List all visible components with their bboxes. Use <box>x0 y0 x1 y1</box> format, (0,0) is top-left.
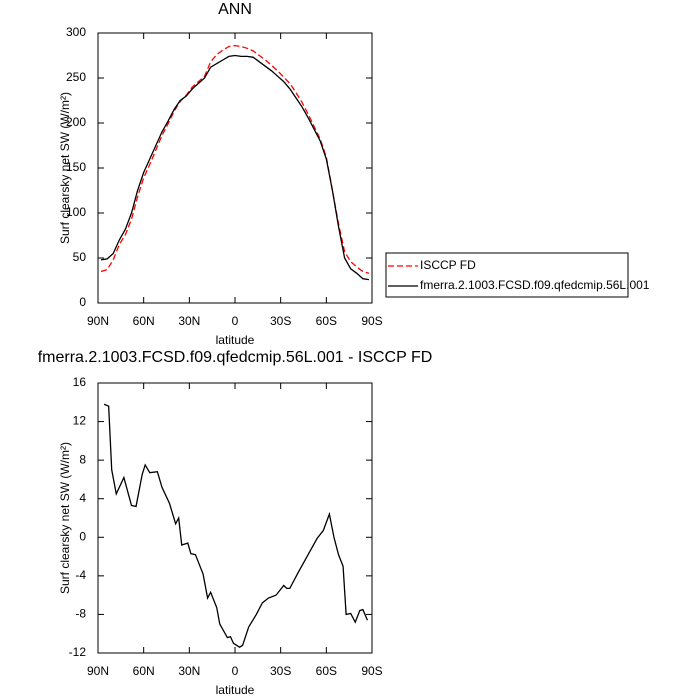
y-axis-label: Surf clearsky net SW (W/m²) <box>58 442 72 594</box>
x-tick-label: 90N <box>87 664 109 678</box>
chart-title: ANN <box>218 1 252 18</box>
data-line <box>100 54 370 281</box>
y-tick-label: 0 <box>79 295 86 309</box>
x-tick-label: 30N <box>178 664 200 678</box>
y-tick-label: 8 <box>79 452 86 466</box>
y-tick-label: 300 <box>66 25 86 39</box>
y-tick-label: 12 <box>73 414 87 428</box>
x-tick-label: 90S <box>361 664 382 678</box>
x-tick-label: 0 <box>232 314 239 328</box>
legend-label: fmerra.2.1003.FCSD.f09.qfedcmip.56L.001 <box>420 278 650 292</box>
y-tick-label: -12 <box>69 645 87 659</box>
y-tick-label: 100 <box>66 205 86 219</box>
x-axis-label: latitude <box>216 683 255 697</box>
y-tick-label: 200 <box>66 115 86 129</box>
y-tick-label: 16 <box>73 375 87 389</box>
x-tick-label: 90N <box>87 314 109 328</box>
x-tick-label: 60S <box>316 664 337 678</box>
y-tick-label: 50 <box>73 250 87 264</box>
plot-frame <box>97 32 373 304</box>
x-tick-label: 60N <box>133 664 155 678</box>
y-tick-label: 4 <box>79 491 86 505</box>
legend-box <box>385 252 629 298</box>
y-tick-label: 250 <box>66 70 86 84</box>
y-tick-label: 150 <box>66 160 86 174</box>
y-tick-label: 0 <box>79 529 86 543</box>
data-line <box>103 403 369 648</box>
x-tick-label: 90S <box>361 314 382 328</box>
x-tick-label: 30N <box>178 314 200 328</box>
chart-title: fmerra.2.1003.FCSD.f09.qfedcmip.56L.001 … <box>38 349 433 366</box>
data-line <box>100 44 370 274</box>
legend-label: ISCCP FD <box>420 258 476 272</box>
x-axis-label: latitude <box>216 333 255 347</box>
x-tick-label: 60S <box>316 314 337 328</box>
x-tick-label: 30S <box>270 314 291 328</box>
plot-frame <box>97 382 373 654</box>
x-tick-label: 60N <box>133 314 155 328</box>
y-tick-label: -8 <box>75 607 86 621</box>
y-tick-label: -4 <box>75 568 86 582</box>
x-tick-label: 0 <box>232 664 239 678</box>
y-axis-label: Surf clearsky net SW (W/m²) <box>58 92 72 244</box>
x-tick-label: 30S <box>270 664 291 678</box>
